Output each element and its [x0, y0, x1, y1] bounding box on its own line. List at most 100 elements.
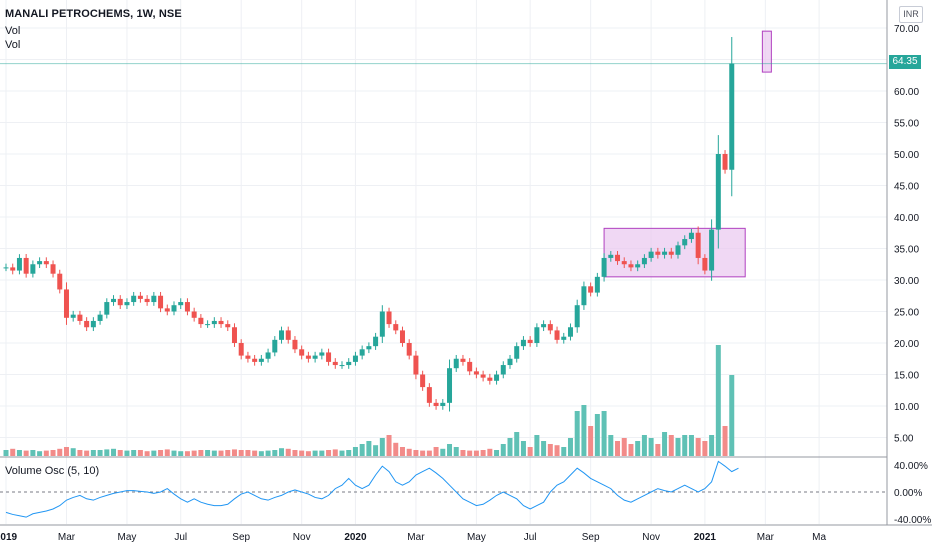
volume-bar — [433, 447, 439, 456]
oscillator-study-label[interactable]: Volume Osc (5, 10) — [5, 465, 100, 477]
volume-bar — [43, 450, 49, 456]
volume-bar — [279, 448, 285, 456]
volume-bar — [305, 451, 311, 456]
time-tick-label: May — [118, 532, 137, 543]
volume-bar — [588, 426, 594, 456]
candle-body — [16, 257, 22, 271]
volume-study-label-2[interactable]: Vol — [5, 39, 21, 51]
candle-body — [581, 286, 587, 306]
candle-body — [682, 239, 688, 246]
time-tick-label: Mar — [58, 532, 76, 543]
volume-bar — [722, 426, 728, 456]
volume-study-label[interactable]: Vol — [5, 25, 21, 37]
candle-body — [715, 154, 721, 230]
candle-body — [594, 276, 600, 293]
candle-body — [554, 330, 560, 340]
volume-bar — [668, 435, 674, 456]
candle-body — [373, 336, 379, 347]
candle-body — [305, 355, 311, 359]
volume-bar — [346, 450, 352, 456]
symbol-title[interactable]: MANALI PETROCHEMS, 1W, NSE — [5, 8, 182, 20]
volume-bar — [688, 435, 694, 456]
volume-bar — [37, 451, 43, 456]
volume-bar — [124, 450, 130, 456]
volume-bar — [144, 451, 150, 456]
candle-body — [326, 352, 332, 362]
volume-bar — [702, 441, 708, 456]
volume-bar — [10, 448, 16, 456]
candle-body — [211, 320, 217, 325]
osc-tick-label: -40.00% — [894, 515, 931, 526]
candle-body — [426, 387, 432, 403]
candle-body — [662, 251, 668, 255]
candle-body — [30, 264, 36, 274]
volume-bar — [205, 450, 211, 456]
volume-bar — [487, 448, 493, 456]
price-tick-label: 30.00 — [894, 276, 919, 287]
volume-bar — [373, 445, 379, 456]
volume-bar — [399, 447, 405, 456]
candle-body — [225, 324, 231, 328]
volume-bar — [238, 450, 244, 456]
price-tick-label: 35.00 — [894, 245, 919, 256]
candle-body — [413, 355, 419, 375]
candle-body — [359, 349, 365, 356]
volume-bar — [359, 444, 365, 456]
volume-bar — [574, 411, 580, 456]
volume-bar — [567, 438, 573, 456]
volume-bar — [715, 345, 721, 456]
price-tick-label: 10.00 — [894, 402, 919, 413]
time-tick-label: 2019 — [0, 532, 18, 543]
candle-body — [406, 343, 412, 356]
candle-body — [688, 232, 694, 240]
volume-bar — [386, 435, 392, 456]
candle-body — [527, 339, 533, 343]
price-tick-label: 20.00 — [894, 339, 919, 350]
volume-bar — [601, 411, 607, 456]
volume-bar — [621, 438, 627, 456]
time-tick-label: Jul — [174, 532, 187, 543]
time-tick-label: May — [467, 532, 486, 543]
candle-body — [111, 298, 117, 303]
time-tick-label: Mar — [407, 532, 425, 543]
candle-body — [440, 402, 446, 406]
candle-body — [339, 365, 345, 367]
candle-body — [164, 308, 170, 312]
candle-body — [702, 257, 708, 271]
volume-bar — [494, 450, 500, 456]
candle-body — [272, 339, 278, 353]
candle-body — [158, 295, 164, 309]
currency-badge[interactable]: INR — [899, 6, 923, 23]
volume-bar — [520, 441, 526, 456]
candle-body — [292, 339, 298, 350]
candle-body — [514, 346, 520, 359]
volume-bar — [117, 450, 123, 456]
volume-bar — [63, 447, 69, 456]
candle-body — [608, 254, 614, 258]
price-tick-label: 55.00 — [894, 119, 919, 130]
candle-body — [218, 320, 224, 325]
candle-body — [379, 311, 385, 337]
candle-body — [648, 251, 654, 258]
volume-bar — [641, 435, 647, 456]
time-tick-label: 2021 — [694, 532, 717, 543]
volume-bar — [379, 438, 385, 456]
candle-body — [433, 402, 439, 406]
volume-bar — [480, 450, 486, 456]
candle-body — [332, 361, 338, 366]
candle-body — [137, 295, 143, 299]
time-tick-label: Jul — [524, 532, 537, 543]
volume-bar — [292, 450, 298, 456]
volume-bar — [460, 450, 466, 456]
volume-bar — [3, 450, 9, 456]
candle-body — [97, 314, 103, 321]
candle-body — [695, 232, 701, 258]
candle-body — [494, 374, 500, 381]
osc-tick-label: 40.00% — [894, 461, 928, 472]
candle-body — [57, 273, 63, 290]
candle-body — [447, 368, 453, 403]
candle-body — [467, 361, 473, 372]
volume-bar — [406, 448, 412, 456]
volume-bar — [366, 441, 372, 456]
